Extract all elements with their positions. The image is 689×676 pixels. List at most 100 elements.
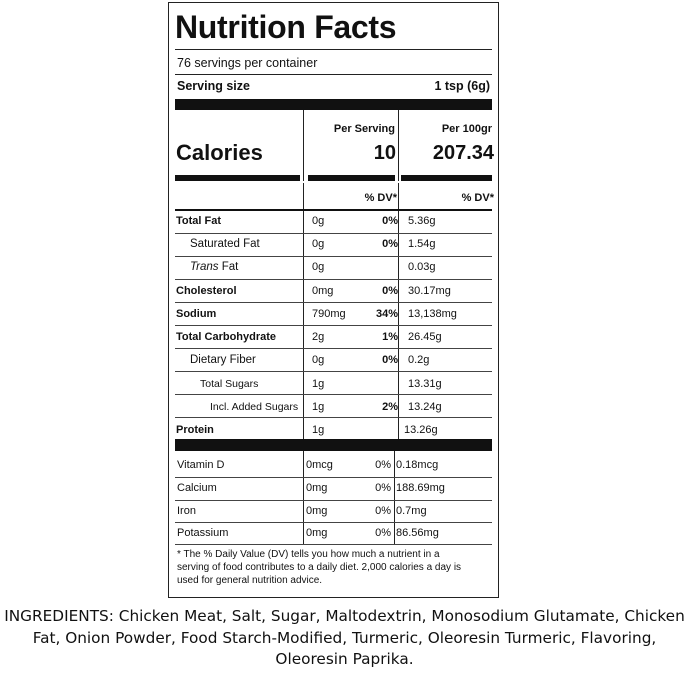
- ingredients-text: INGREDIENTS: Chicken Meat, Salt, Sugar, …: [0, 606, 689, 671]
- nutrient-name: Protein: [176, 424, 214, 436]
- nutrient-per100: 13.26g: [404, 424, 438, 436]
- row-rule: [175, 394, 492, 395]
- nutrient-name: Incl. Added Sugars: [210, 401, 299, 413]
- vitamin-dv: 0%: [375, 505, 391, 517]
- calories-rule-b: [308, 175, 395, 181]
- label-title: Nutrition Facts: [175, 9, 397, 45]
- col-per-serving: Per Serving: [333, 123, 395, 135]
- calories-rule-a: [175, 175, 300, 181]
- nutrient-name: Sodium: [176, 308, 217, 320]
- vitamin-dv: 0%: [375, 527, 391, 539]
- nutrient-name: Trans Fat: [190, 261, 238, 273]
- nutrient-name: Dietary Fiber: [190, 354, 256, 366]
- vitamin-name: Iron: [177, 505, 196, 517]
- nutrition-facts-label: Nutrition Facts 76 servings per containe…: [168, 2, 499, 598]
- calories-label: Calories: [176, 140, 263, 165]
- nutrient-serving: 0g: [312, 238, 325, 250]
- nutrient-serving: 0mg: [312, 285, 334, 297]
- row-rule: [175, 544, 492, 545]
- nutrient-serving: 0g: [312, 354, 325, 366]
- nutrient-name: Total Fat: [176, 215, 222, 227]
- row-rule: [175, 417, 492, 418]
- nutrient-name: Cholesterol: [176, 285, 237, 297]
- nutrient-per100: 5.36g: [408, 215, 436, 227]
- row-rule: [175, 500, 492, 501]
- vitamin-per100: 0.7mg: [396, 505, 427, 517]
- trans-rest: Fat: [218, 261, 239, 273]
- title-rule: [175, 49, 492, 50]
- nutrient-name: Total Carbohydrate: [176, 331, 277, 343]
- nutrient-per100: 13.24g: [408, 401, 442, 413]
- servings-rule: [175, 74, 492, 75]
- trans-italic: Trans: [190, 261, 219, 273]
- nutrient-name: Total Sugars: [200, 378, 259, 390]
- calories-divider-2: [398, 110, 399, 181]
- nutrient-dv: 1%: [382, 331, 398, 343]
- ingredients-line: Fat, Onion Powder, Food Starch-Modified,…: [32, 628, 657, 647]
- calories-rule-c: [401, 175, 492, 181]
- row-rule: [175, 477, 492, 478]
- nutrient-serving: 790mg: [312, 308, 346, 320]
- footnote-line: serving of food contributes to a daily d…: [177, 562, 462, 573]
- vitamin-per100: 0.18mcg: [396, 459, 439, 471]
- nutrient-dv: 0%: [382, 215, 398, 227]
- calories-per-100: 207.34: [432, 142, 494, 164]
- servings-per-container: 76 servings per container: [177, 56, 318, 70]
- serving-size-label: Serving size: [177, 79, 250, 93]
- table-divider-1: [303, 183, 304, 440]
- nutrient-per100: 26.45g: [408, 331, 442, 343]
- row-rule: [175, 371, 492, 372]
- vitamin-serving: 0mcg: [306, 459, 333, 471]
- row-rule: [175, 325, 492, 326]
- nutrient-dv: 0%: [382, 238, 398, 250]
- footnote-line: * The % Daily Value (DV) tells you how m…: [177, 549, 440, 560]
- nutrient-dv: 34%: [375, 308, 398, 320]
- vitamin-divider-2: [394, 451, 395, 545]
- nutrient-per100: 0.03g: [408, 261, 436, 273]
- nutrient-serving: 1g: [312, 424, 325, 436]
- vitamin-dv: 0%: [375, 482, 391, 494]
- nutrient-name: Saturated Fat: [190, 238, 260, 250]
- vitamin-name: Vitamin D: [177, 459, 225, 471]
- nutrient-dv: 0%: [382, 354, 398, 366]
- vitamin-serving: 0mg: [306, 482, 328, 494]
- row-rule: [175, 256, 492, 257]
- nutrient-dv: 2%: [382, 401, 398, 413]
- vitamin-serving: 0mg: [306, 505, 328, 517]
- table-divider-2: [398, 183, 399, 440]
- vitamin-dv: 0%: [375, 459, 391, 471]
- dv-header-serving: % DV*: [364, 192, 397, 204]
- vitamin-per100: 188.69mg: [396, 482, 445, 494]
- nutrient-serving: 1g: [312, 378, 325, 390]
- dv-header-rule: [175, 209, 492, 211]
- row-rule: [175, 302, 492, 303]
- dv-header-100: % DV*: [461, 192, 494, 204]
- nutrient-serving: 0g: [312, 261, 325, 273]
- nutrient-serving: 1g: [312, 401, 325, 413]
- nutrient-dv: 0%: [382, 285, 398, 297]
- nutrient-per100: 1.54g: [408, 238, 436, 250]
- vitamin-name: Potassium: [177, 527, 229, 539]
- nutrient-serving: 0g: [312, 215, 325, 227]
- ingredients-line: Oleoresin Paprika.: [275, 650, 414, 668]
- serving-size-thick-rule: [175, 99, 492, 110]
- vitamin-serving: 0mg: [306, 527, 328, 539]
- nutrient-per100: 13.31g: [408, 378, 442, 390]
- nutrient-per100: 30.17mg: [408, 285, 451, 297]
- row-rule: [175, 522, 492, 523]
- ingredients-line: INGREDIENTS: Chicken Meat, Salt, Sugar, …: [4, 607, 685, 625]
- calories-divider-1: [303, 110, 304, 181]
- vitamins-thick-rule: [175, 439, 492, 451]
- vitamin-divider-1: [303, 451, 304, 545]
- row-rule: [175, 279, 492, 280]
- vitamin-per100: 86.56mg: [396, 527, 439, 539]
- footnote-line: used for general nutrition advice.: [177, 575, 323, 586]
- serving-size-value: 1 tsp (6g): [434, 79, 490, 93]
- row-rule: [175, 348, 492, 349]
- col-per-100: Per 100gr: [441, 123, 492, 135]
- nutrient-serving: 2g: [312, 331, 325, 343]
- row-rule: [175, 233, 492, 234]
- nutrient-per100: 13,138mg: [408, 308, 457, 320]
- calories-per-serving: 10: [373, 142, 396, 164]
- vitamin-name: Calcium: [177, 482, 217, 494]
